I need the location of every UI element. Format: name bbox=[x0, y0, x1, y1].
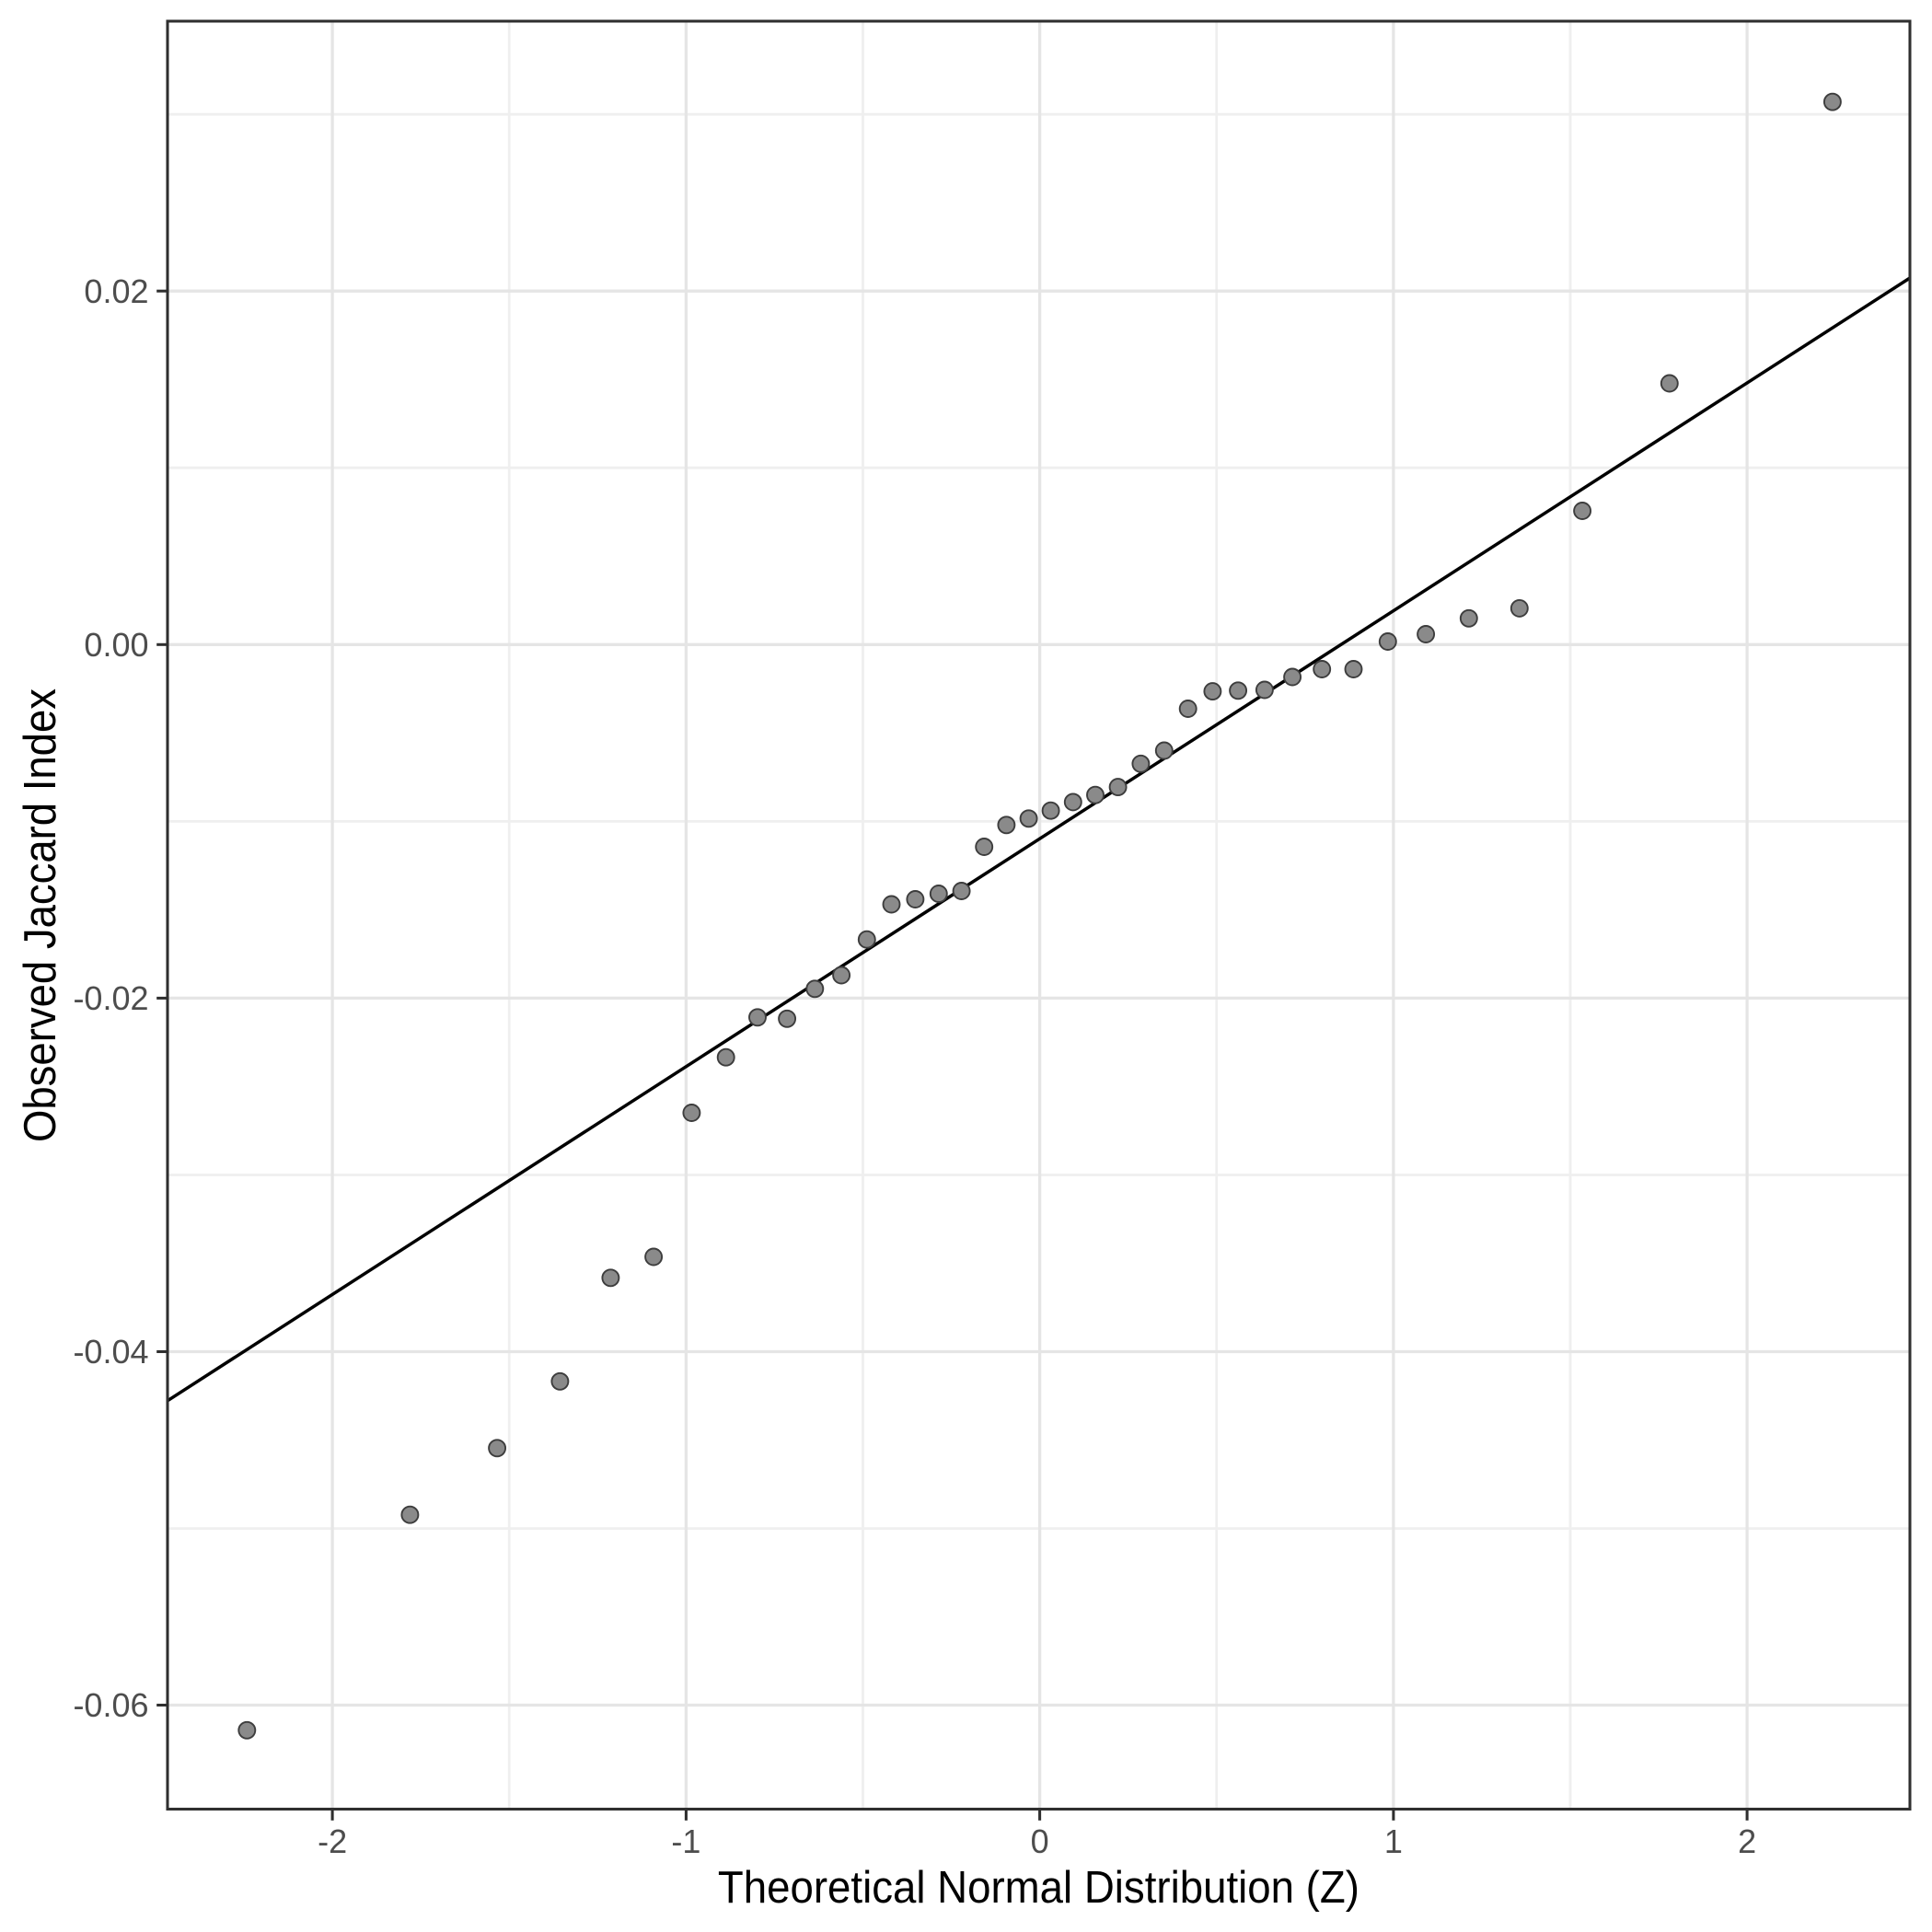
svg-text:Observed Jaccard Index: Observed Jaccard Index bbox=[16, 688, 65, 1142]
svg-text:1: 1 bbox=[1384, 1822, 1403, 1860]
svg-text:-2: -2 bbox=[318, 1822, 347, 1860]
svg-text:-1: -1 bbox=[671, 1822, 700, 1860]
svg-text:0.00: 0.00 bbox=[84, 626, 148, 664]
svg-text:-0.04: -0.04 bbox=[73, 1333, 148, 1371]
svg-text:-0.02: -0.02 bbox=[73, 979, 148, 1017]
svg-text:2: 2 bbox=[1738, 1822, 1756, 1860]
svg-text:-0.06: -0.06 bbox=[73, 1686, 148, 1724]
svg-text:0.02: 0.02 bbox=[84, 272, 148, 310]
svg-text:0: 0 bbox=[1031, 1822, 1049, 1860]
svg-text:Theoretical Normal Distributio: Theoretical Normal Distribution (Z) bbox=[718, 1863, 1359, 1913]
